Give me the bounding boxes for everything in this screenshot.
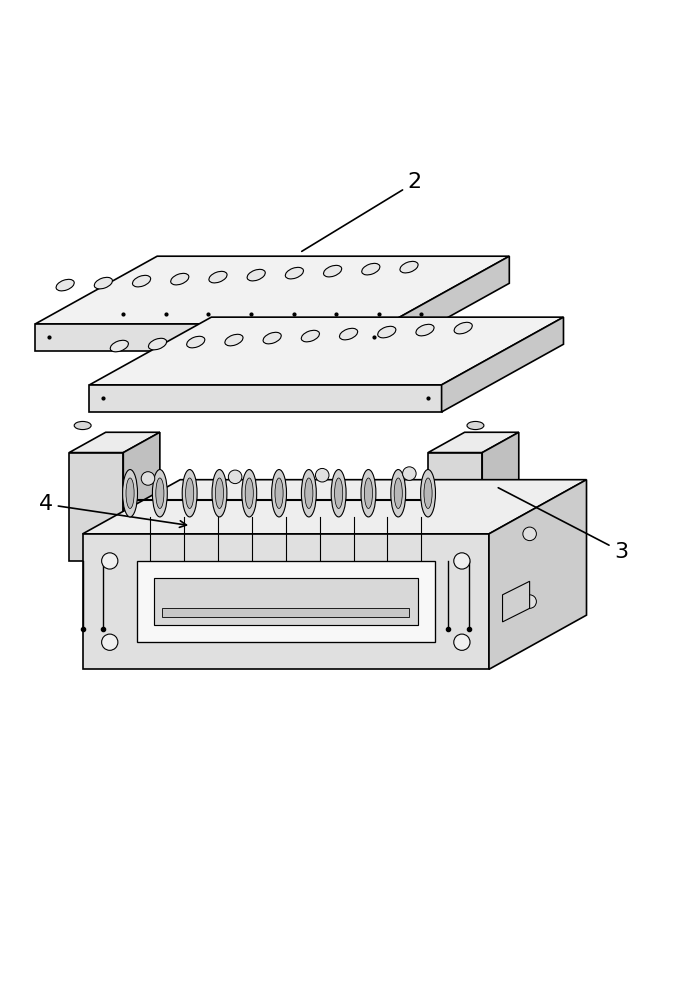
Polygon shape: [69, 453, 123, 561]
Ellipse shape: [95, 277, 112, 289]
Circle shape: [316, 468, 329, 482]
Polygon shape: [163, 608, 409, 617]
Ellipse shape: [171, 273, 189, 285]
Ellipse shape: [126, 478, 134, 508]
Ellipse shape: [305, 478, 313, 508]
Ellipse shape: [152, 470, 167, 517]
Polygon shape: [503, 581, 530, 622]
Ellipse shape: [335, 478, 343, 508]
Polygon shape: [83, 480, 587, 534]
Circle shape: [454, 553, 470, 569]
Ellipse shape: [242, 470, 257, 517]
Ellipse shape: [182, 470, 197, 517]
Circle shape: [403, 467, 416, 480]
Ellipse shape: [364, 478, 373, 508]
Ellipse shape: [301, 330, 320, 342]
Circle shape: [101, 553, 118, 569]
Circle shape: [454, 634, 470, 650]
Polygon shape: [428, 432, 519, 453]
Text: 2: 2: [302, 172, 422, 251]
Ellipse shape: [110, 340, 129, 352]
Text: 4: 4: [39, 494, 186, 527]
Ellipse shape: [247, 269, 265, 281]
Polygon shape: [90, 317, 564, 385]
Ellipse shape: [263, 332, 282, 344]
Ellipse shape: [339, 328, 358, 340]
Ellipse shape: [271, 470, 286, 517]
Polygon shape: [154, 578, 418, 625]
Ellipse shape: [362, 263, 380, 275]
Ellipse shape: [301, 470, 316, 517]
Ellipse shape: [421, 470, 435, 517]
Ellipse shape: [209, 271, 227, 283]
Ellipse shape: [275, 478, 283, 508]
Ellipse shape: [74, 421, 91, 430]
Ellipse shape: [400, 261, 418, 273]
Ellipse shape: [416, 324, 434, 336]
Polygon shape: [90, 385, 441, 412]
Ellipse shape: [187, 336, 205, 348]
Circle shape: [228, 470, 242, 484]
Ellipse shape: [361, 470, 376, 517]
Polygon shape: [35, 324, 388, 351]
Ellipse shape: [216, 478, 224, 508]
Ellipse shape: [394, 478, 403, 508]
Polygon shape: [388, 256, 509, 351]
Circle shape: [523, 527, 537, 541]
Polygon shape: [83, 534, 489, 669]
Polygon shape: [441, 317, 564, 412]
Ellipse shape: [156, 478, 164, 508]
Circle shape: [141, 472, 155, 485]
Polygon shape: [69, 432, 160, 453]
Polygon shape: [35, 256, 509, 324]
Ellipse shape: [331, 470, 346, 517]
Ellipse shape: [424, 478, 432, 508]
Ellipse shape: [212, 470, 227, 517]
Ellipse shape: [133, 275, 151, 287]
Ellipse shape: [56, 279, 74, 291]
Polygon shape: [489, 480, 587, 669]
Ellipse shape: [186, 478, 194, 508]
Ellipse shape: [122, 470, 137, 517]
Ellipse shape: [467, 421, 484, 430]
Circle shape: [523, 595, 537, 608]
Ellipse shape: [391, 470, 406, 517]
Ellipse shape: [245, 478, 254, 508]
Polygon shape: [428, 453, 482, 561]
Ellipse shape: [286, 267, 303, 279]
Ellipse shape: [324, 265, 341, 277]
Ellipse shape: [454, 322, 473, 334]
Ellipse shape: [225, 334, 243, 346]
Polygon shape: [137, 561, 435, 642]
Text: 3: 3: [498, 488, 628, 562]
Ellipse shape: [148, 338, 167, 350]
Ellipse shape: [377, 326, 396, 338]
Polygon shape: [123, 432, 160, 561]
Polygon shape: [482, 432, 519, 561]
Circle shape: [101, 634, 118, 650]
